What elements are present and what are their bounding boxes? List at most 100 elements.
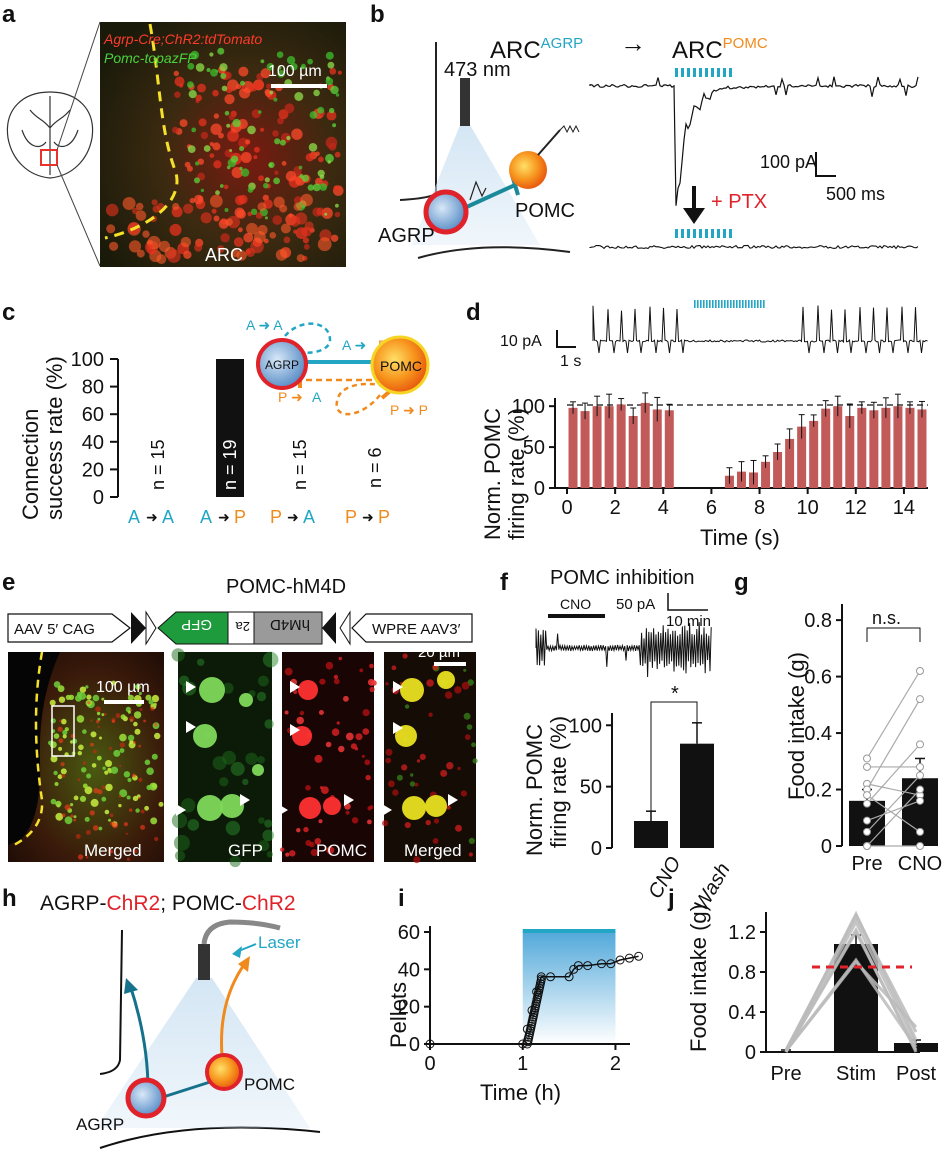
cell — [73, 818, 76, 822]
cell — [183, 250, 192, 259]
light-pulse — [675, 229, 678, 238]
label-agrp-line: Agrp-Cre;ChR2:tdTomato — [103, 31, 262, 47]
cell — [401, 764, 408, 771]
cell — [77, 778, 81, 782]
cell — [85, 685, 89, 689]
cell — [82, 783, 88, 789]
d-bar — [568, 407, 578, 488]
g-pair-line — [866, 698, 921, 790]
c-bars — [216, 359, 244, 497]
cell — [304, 221, 314, 231]
cell — [260, 59, 265, 64]
cell — [70, 803, 74, 807]
cell — [181, 798, 196, 813]
arrowhead-marker — [290, 724, 300, 736]
cell — [264, 719, 274, 729]
cell — [325, 51, 334, 60]
j-xlabel: Stim — [836, 1063, 876, 1085]
cell — [90, 798, 99, 807]
light-pulse — [729, 229, 732, 238]
cell — [203, 145, 211, 152]
c-n-label: n = 6 — [365, 447, 385, 488]
cell — [333, 674, 339, 680]
cell — [230, 761, 245, 776]
svg-text:hM4D: hM4D — [270, 616, 310, 633]
cell — [460, 790, 467, 797]
cell — [351, 817, 359, 824]
merged-cell — [437, 671, 455, 689]
g-ytick-label: 0.2 — [804, 780, 832, 802]
cell — [362, 709, 370, 717]
cell — [446, 762, 454, 770]
cell — [62, 734, 67, 739]
cell — [224, 94, 235, 105]
g-point — [916, 740, 924, 749]
svg-text:POMC: POMC — [380, 358, 422, 374]
cell — [115, 713, 121, 719]
arrowhead-marker — [278, 804, 288, 816]
arrowhead-marker — [290, 681, 300, 693]
i-point — [597, 959, 607, 969]
cell — [195, 161, 200, 166]
cell — [350, 743, 357, 750]
g-point — [916, 695, 924, 704]
cell — [53, 733, 60, 739]
cell — [91, 763, 97, 768]
cell — [197, 658, 205, 666]
cell — [90, 742, 94, 747]
f-scale-bar — [667, 593, 708, 611]
i-xlabel: Time (h) — [480, 1080, 561, 1105]
scale-bar-e4 — [434, 662, 466, 666]
cell — [284, 667, 293, 676]
cell — [260, 68, 271, 79]
src-label: ARCAGRP — [490, 35, 583, 64]
i-point — [518, 1039, 528, 1049]
fiber-optic — [460, 78, 470, 126]
cell — [313, 89, 320, 97]
cell — [77, 854, 84, 860]
panel-letter-i: i — [398, 885, 405, 912]
cell — [231, 155, 239, 163]
cell — [82, 761, 87, 765]
svg-text:➜: ➜ — [362, 509, 374, 525]
panel-h: h AGRP-ChR2; POMC-ChR2 Laser POMC AGRP — [2, 885, 321, 1149]
light-pulse — [687, 229, 690, 238]
cell — [146, 767, 154, 775]
cell — [61, 718, 67, 725]
cell — [140, 824, 146, 830]
construct-map: AAV 5′ CAG GFP 2a hM4D WPRE AAV3′ — [7, 610, 473, 646]
light-pulse — [699, 229, 702, 238]
light-pulse — [705, 229, 708, 238]
j-ytick-label: 0 — [745, 1042, 756, 1064]
cell — [108, 818, 111, 822]
cell — [92, 825, 99, 831]
cell — [247, 211, 253, 217]
cell — [253, 231, 266, 243]
cell — [85, 856, 89, 859]
cell — [53, 681, 61, 688]
cell — [64, 804, 71, 811]
svg-text:2a: 2a — [235, 619, 250, 634]
cell — [76, 715, 85, 723]
cell — [109, 241, 119, 251]
g-point — [863, 791, 871, 800]
cell — [93, 787, 99, 794]
cell — [138, 691, 142, 696]
cell — [59, 719, 62, 723]
cell — [281, 161, 287, 166]
label-pomc-line: Pomc-topazFP — [104, 50, 197, 66]
d-ytick-label: 50 — [523, 437, 545, 459]
cell — [53, 770, 58, 776]
cell — [321, 786, 329, 794]
cell — [187, 62, 195, 70]
cell — [127, 777, 132, 783]
cell — [290, 62, 298, 71]
scale-label-a: 100 µm — [268, 63, 322, 80]
d-ticks: 0 50 100 0 2 4 6 8 10 12 14 — [512, 396, 915, 519]
cell — [132, 795, 139, 802]
slice-bottom — [417, 246, 571, 259]
cell — [272, 130, 279, 137]
cell — [77, 751, 83, 756]
cell — [326, 846, 335, 855]
cell — [134, 684, 140, 689]
